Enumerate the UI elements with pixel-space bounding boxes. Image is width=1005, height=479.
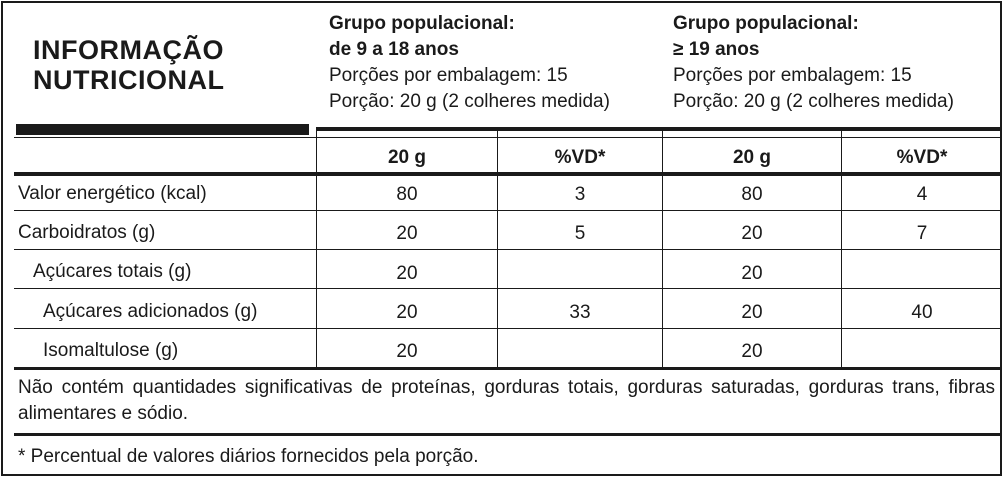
table-bottom-rule <box>14 367 1002 370</box>
title-line-2: NUTRICIONAL <box>33 65 225 95</box>
table-cell: 20 <box>396 302 418 323</box>
column-divider <box>841 131 842 368</box>
row-divider <box>14 249 1002 250</box>
row-label-energy: Valor energético (kcal) <box>18 183 207 204</box>
table-cell: 20 <box>396 341 418 362</box>
column-header-portion: 20 g <box>732 147 772 168</box>
header-bottom-rule <box>14 172 1002 176</box>
table-cell: 20 <box>741 263 763 284</box>
table-cell: 20 <box>396 263 418 284</box>
title-bar <box>16 124 309 135</box>
group-servings: Porções por embalagem: 15 <box>673 65 912 86</box>
footnote-nutrients: Não contém quantidades significativas de… <box>18 377 995 424</box>
group-title-line-2: de 9 a 18 anos <box>329 39 459 60</box>
row-label-carbohydrates: Carboidratos (g) <box>18 222 156 243</box>
group-header-19-plus: Grupo populacional: ≥ 19 anos Porções po… <box>673 11 954 115</box>
group-header-9-18: Grupo populacional: de 9 a 18 anos Porçõ… <box>329 11 610 115</box>
row-label-isomaltulose: Isomaltulose (g) <box>43 340 179 361</box>
table-cell: 20 <box>741 341 763 362</box>
column-divider <box>316 131 317 368</box>
group-title-line-1: Grupo populacional: <box>673 13 859 34</box>
table-cell: 20 <box>741 223 763 244</box>
table-cell: 40 <box>911 302 933 323</box>
row-divider <box>14 210 1002 211</box>
column-header-portion: 20 g <box>387 147 427 168</box>
table-cell: 80 <box>741 184 763 205</box>
table-cell: 4 <box>916 184 928 205</box>
table-cell: 20 <box>741 302 763 323</box>
divider <box>14 137 1002 138</box>
group-servings: Porções por embalagem: 15 <box>329 65 568 86</box>
footnote-daily-values: * Percentual de valores diários fornecid… <box>18 446 479 467</box>
row-divider <box>14 328 1002 329</box>
table-cell: 3 <box>574 184 586 205</box>
row-label-added-sugars: Açúcares adicionados (g) <box>43 301 258 322</box>
row-divider <box>14 288 1002 289</box>
table-cell: 80 <box>396 184 418 205</box>
table-cell: 7 <box>916 223 928 244</box>
nutrition-title: INFORMAÇÃO NUTRICIONAL <box>33 35 224 95</box>
column-divider <box>497 131 498 368</box>
table-cell: 20 <box>396 223 418 244</box>
column-header-vd: %VD* <box>554 147 606 168</box>
group-title-line-2: ≥ 19 anos <box>673 39 760 60</box>
column-divider <box>662 131 663 368</box>
title-line-1: INFORMAÇÃO <box>33 35 224 65</box>
row-label-total-sugars: Açúcares totais (g) <box>33 261 192 282</box>
table-top-rule <box>316 127 1002 131</box>
table-cell: 33 <box>569 302 591 323</box>
column-header-vd: %VD* <box>896 147 948 168</box>
group-portion: Porção: 20 g (2 colheres medida) <box>329 91 610 112</box>
footnote-rule <box>14 433 1002 436</box>
group-portion: Porção: 20 g (2 colheres medida) <box>673 91 954 112</box>
group-title-line-1: Grupo populacional: <box>329 13 515 34</box>
table-cell: 5 <box>574 223 586 244</box>
